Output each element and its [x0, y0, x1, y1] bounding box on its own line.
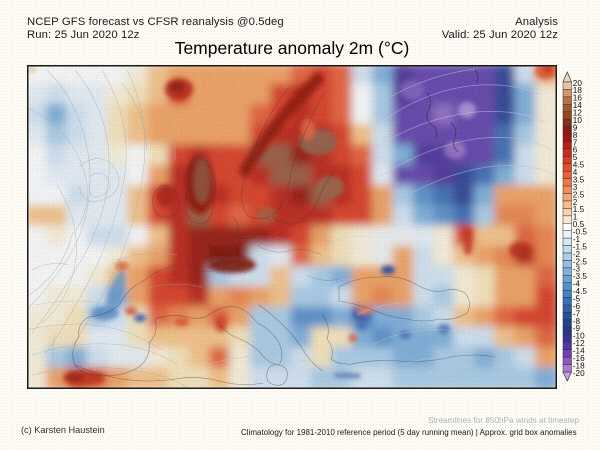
svg-text:-18: -18 — [573, 361, 585, 370]
svg-text:-1: -1 — [573, 235, 581, 244]
svg-text:6: 6 — [573, 146, 578, 155]
svg-text:16: 16 — [573, 94, 583, 103]
svg-text:-1.5: -1.5 — [573, 242, 588, 251]
svg-text:-9: -9 — [573, 324, 581, 333]
svg-text:8: 8 — [573, 131, 578, 140]
svg-text:-3: -3 — [573, 265, 581, 274]
svg-text:7: 7 — [573, 138, 578, 147]
svg-text:-3.5: -3.5 — [573, 272, 588, 281]
svg-text:10: 10 — [573, 116, 583, 125]
svg-text:4: 4 — [573, 168, 578, 177]
svg-text:3: 3 — [573, 183, 578, 192]
svg-text:-6: -6 — [573, 302, 581, 311]
svg-text:2.5: 2.5 — [573, 190, 585, 199]
svg-text:12: 12 — [573, 109, 583, 118]
svg-text:-7: -7 — [573, 309, 581, 318]
svg-text:-10: -10 — [573, 332, 585, 341]
svg-text:4.5: 4.5 — [573, 161, 585, 170]
svg-text:0.5: 0.5 — [573, 220, 585, 229]
svg-text:-14: -14 — [573, 346, 585, 355]
svg-text:-5: -5 — [573, 294, 581, 303]
svg-text:-0.5: -0.5 — [573, 228, 588, 237]
svg-text:-12: -12 — [573, 339, 585, 348]
svg-text:2: 2 — [573, 198, 578, 207]
svg-text:-16: -16 — [573, 354, 585, 363]
svg-text:-2: -2 — [573, 250, 581, 259]
svg-text:-8: -8 — [573, 317, 581, 326]
svg-text:14: 14 — [573, 101, 583, 110]
svg-text:-2.5: -2.5 — [573, 257, 588, 266]
svg-text:3.5: 3.5 — [573, 175, 585, 184]
svg-text:9: 9 — [573, 123, 578, 132]
svg-text:-4.5: -4.5 — [573, 287, 588, 296]
svg-text:1: 1 — [573, 213, 578, 222]
svg-text:-20: -20 — [573, 369, 585, 378]
svg-text:18: 18 — [573, 86, 583, 95]
svg-text:-4: -4 — [573, 280, 581, 289]
svg-text:5: 5 — [573, 153, 578, 162]
svg-text:20: 20 — [573, 79, 583, 88]
svg-text:1.5: 1.5 — [573, 205, 585, 214]
